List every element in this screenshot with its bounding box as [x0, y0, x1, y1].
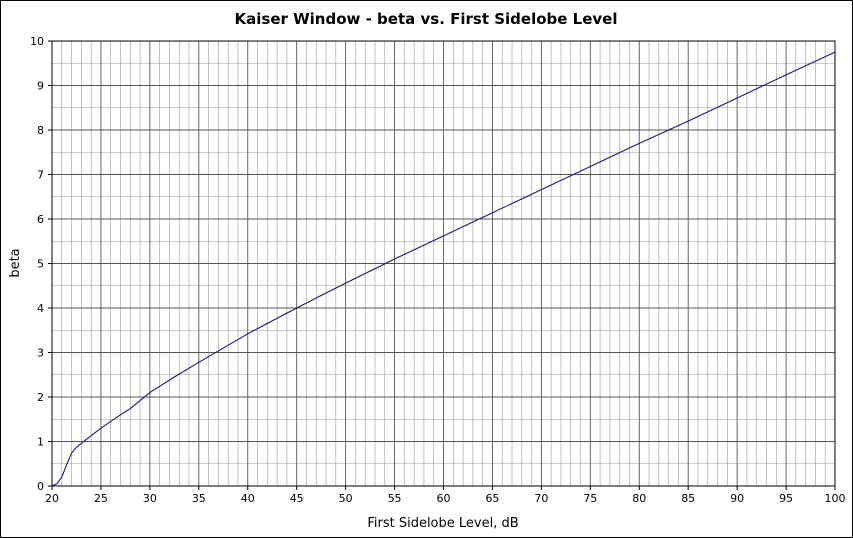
y-tick-label: 10 [30, 35, 44, 48]
y-tick-label: 7 [37, 169, 44, 182]
y-tick-label: 9 [37, 80, 44, 93]
y-tick-label: 4 [37, 302, 44, 315]
x-tick-label: 50 [339, 492, 353, 505]
y-axis-label: beta [8, 248, 23, 277]
x-tick-label: 45 [290, 492, 304, 505]
x-tick-label: 25 [94, 492, 108, 505]
x-tick-label: 35 [192, 492, 206, 505]
y-tick-label: 3 [37, 347, 44, 360]
x-axis-ticks: 20 25 30 35 40 45 50 55 60 65 70 75 80 85 90 95 100 [45, 486, 846, 505]
x-tick-label: 90 [730, 492, 744, 505]
y-tick-label: 2 [37, 391, 44, 404]
y-tick-label: 8 [37, 124, 44, 137]
series-layer [51, 51, 836, 487]
x-tick-label: 65 [485, 492, 499, 505]
x-tick-label: 30 [143, 492, 157, 505]
y-tick-label: 1 [37, 436, 44, 449]
x-tick-label: 70 [534, 492, 548, 505]
x-tick-label: 40 [241, 492, 255, 505]
y-tick-label: 0 [37, 480, 44, 493]
y-axis-ticks: 0 1 2 3 4 5 6 7 8 9 10 [30, 35, 52, 493]
x-tick-label: 80 [632, 492, 646, 505]
y-tick-label: 6 [37, 213, 44, 226]
y-tick-label: 5 [37, 258, 44, 271]
x-tick-label: 85 [681, 492, 695, 505]
series-line [51, 51, 836, 487]
x-tick-label: 55 [388, 492, 402, 505]
x-tick-label: 60 [437, 492, 451, 505]
x-tick-label: 100 [825, 492, 846, 505]
chart-title: Kaiser Window - beta vs. First Sidelobe … [235, 10, 618, 28]
x-tick-label: 20 [45, 492, 59, 505]
x-tick-label: 75 [583, 492, 597, 505]
x-axis-label: First Sidelobe Level, dB [367, 516, 518, 531]
x-tick-label: 95 [779, 492, 793, 505]
